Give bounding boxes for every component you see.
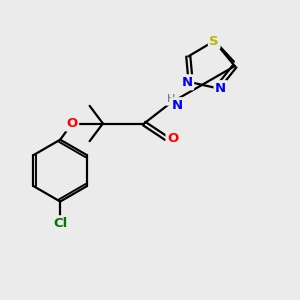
Text: N: N: [182, 76, 193, 89]
Text: N: N: [215, 82, 226, 95]
Text: N: N: [172, 99, 183, 112]
Text: H: H: [167, 94, 175, 104]
Text: S: S: [209, 34, 219, 48]
Text: O: O: [167, 132, 178, 145]
Text: O: O: [66, 117, 78, 130]
Text: Cl: Cl: [53, 217, 67, 230]
